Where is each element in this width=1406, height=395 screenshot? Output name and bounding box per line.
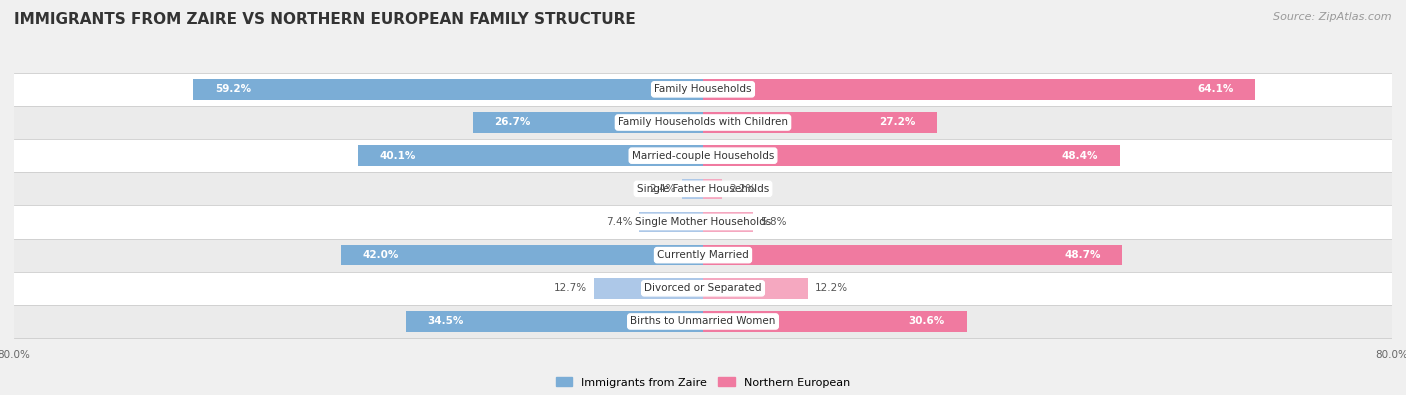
Text: 59.2%: 59.2% (215, 85, 250, 94)
Bar (406, 311, 703, 332)
Bar (14, 272, 1392, 305)
Text: 2.2%: 2.2% (728, 184, 755, 194)
Text: 42.0%: 42.0% (363, 250, 399, 260)
Bar (640, 212, 703, 232)
Text: Family Households with Children: Family Households with Children (619, 117, 787, 128)
Text: Currently Married: Currently Married (657, 250, 749, 260)
Bar (472, 112, 703, 133)
Text: Single Father Households: Single Father Households (637, 184, 769, 194)
Bar (342, 245, 703, 265)
Bar (14, 205, 1392, 239)
Bar (703, 145, 1119, 166)
Bar (682, 179, 703, 199)
Text: 26.7%: 26.7% (495, 117, 531, 128)
Bar (703, 212, 754, 232)
Bar (703, 179, 721, 199)
Bar (703, 245, 1122, 265)
Text: Married-couple Households: Married-couple Households (631, 150, 775, 161)
Bar (14, 73, 1392, 106)
Text: 48.7%: 48.7% (1064, 250, 1101, 260)
Text: 40.1%: 40.1% (380, 150, 416, 161)
Text: 34.5%: 34.5% (427, 316, 464, 326)
Bar (593, 278, 703, 299)
Text: Divorced or Separated: Divorced or Separated (644, 283, 762, 293)
Bar (703, 311, 966, 332)
Bar (14, 172, 1392, 205)
Text: 5.8%: 5.8% (759, 217, 786, 227)
Text: Source: ZipAtlas.com: Source: ZipAtlas.com (1274, 12, 1392, 22)
Text: 12.2%: 12.2% (815, 283, 848, 293)
Bar (14, 139, 1392, 172)
Bar (193, 79, 703, 100)
Text: IMMIGRANTS FROM ZAIRE VS NORTHERN EUROPEAN FAMILY STRUCTURE: IMMIGRANTS FROM ZAIRE VS NORTHERN EUROPE… (14, 12, 636, 27)
Text: Family Households: Family Households (654, 85, 752, 94)
Bar (14, 239, 1392, 272)
Bar (703, 79, 1256, 100)
Text: 12.7%: 12.7% (554, 283, 586, 293)
Bar (703, 278, 808, 299)
Bar (703, 112, 938, 133)
Text: 7.4%: 7.4% (606, 217, 633, 227)
Bar (14, 305, 1392, 338)
Legend: Immigrants from Zaire, Northern European: Immigrants from Zaire, Northern European (550, 372, 856, 393)
Text: 30.6%: 30.6% (908, 316, 945, 326)
Text: Births to Unmarried Women: Births to Unmarried Women (630, 316, 776, 326)
Text: Single Mother Households: Single Mother Households (636, 217, 770, 227)
Bar (357, 145, 703, 166)
Text: 48.4%: 48.4% (1062, 150, 1098, 161)
Bar (14, 106, 1392, 139)
Text: 2.4%: 2.4% (650, 184, 675, 194)
Text: 64.1%: 64.1% (1197, 85, 1233, 94)
Text: 27.2%: 27.2% (879, 117, 915, 128)
